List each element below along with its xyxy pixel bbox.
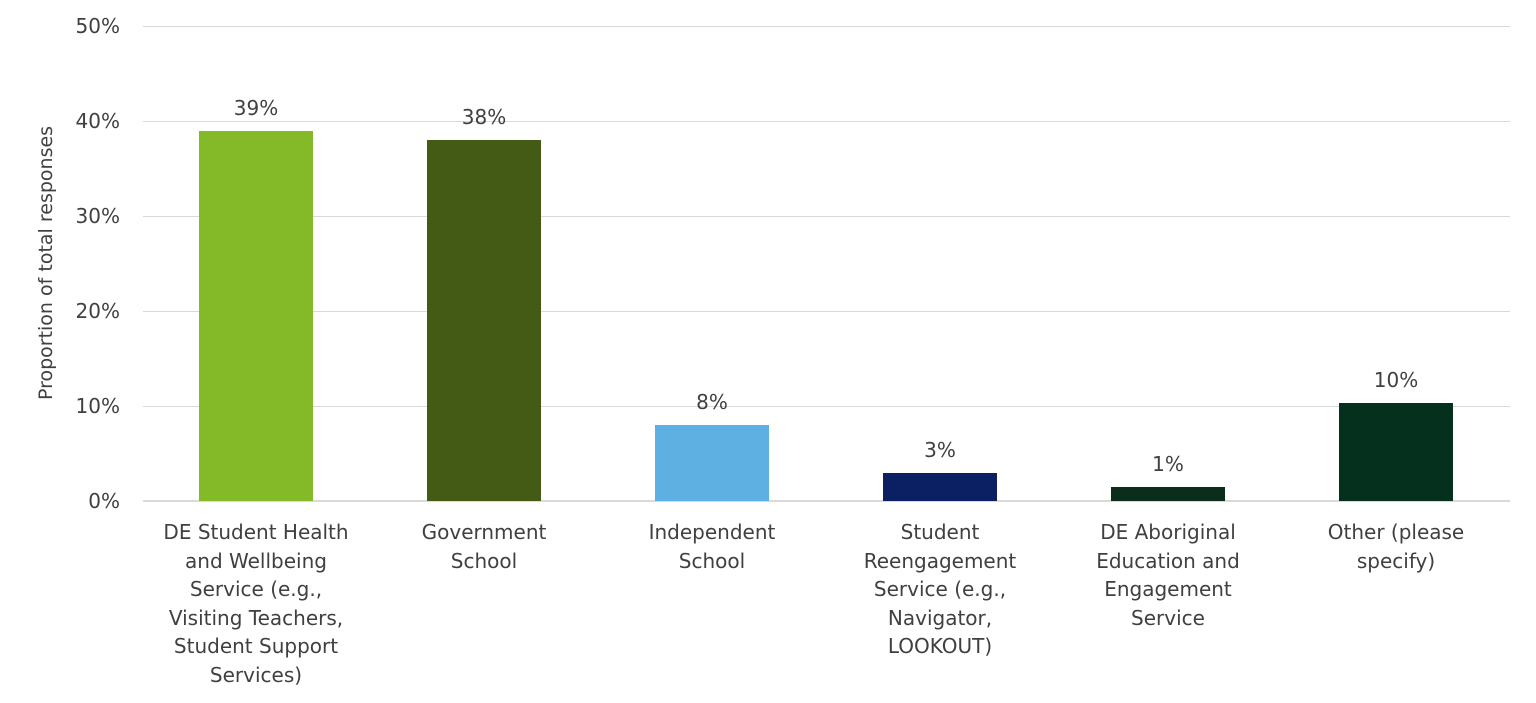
data-label: 39% bbox=[233, 95, 279, 120]
data-label: 1% bbox=[1152, 451, 1184, 476]
x-category-label: Other (please specify) bbox=[1327, 520, 1465, 573]
bar bbox=[883, 472, 997, 501]
y-tick-label: 0% bbox=[88, 489, 120, 513]
data-label: 8% bbox=[696, 390, 728, 414]
x-axis-line bbox=[143, 500, 1510, 502]
x-category-label: Independent School bbox=[648, 520, 776, 573]
y-axis-title: Proportion of total responses bbox=[35, 125, 57, 401]
y-tick-label: 30% bbox=[75, 204, 120, 228]
gridline bbox=[143, 216, 1510, 217]
bar bbox=[655, 425, 769, 501]
bar bbox=[199, 130, 313, 501]
y-tick-label: 10% bbox=[75, 394, 120, 418]
bar bbox=[427, 140, 541, 501]
x-category-label: Student Reengagement Service (e.g., Navi… bbox=[863, 520, 1017, 658]
gridline bbox=[143, 311, 1510, 312]
data-label: 38% bbox=[461, 105, 507, 129]
data-label: 10% bbox=[1373, 368, 1419, 393]
x-category-label: DE Aboriginal Education and Engagement S… bbox=[1096, 520, 1240, 630]
x-category-label: DE Student Health and Wellbeing Service … bbox=[163, 520, 349, 687]
gridline bbox=[143, 121, 1510, 122]
bar bbox=[1111, 486, 1225, 501]
data-label: 3% bbox=[924, 437, 956, 462]
x-category-label: Government School bbox=[421, 520, 547, 573]
gridline bbox=[143, 26, 1510, 27]
y-tick-label: 40% bbox=[75, 109, 120, 133]
y-tick-label: 20% bbox=[75, 299, 120, 323]
gridline bbox=[143, 406, 1510, 407]
y-tick-label: 50% bbox=[75, 14, 120, 38]
bar bbox=[1339, 403, 1453, 501]
